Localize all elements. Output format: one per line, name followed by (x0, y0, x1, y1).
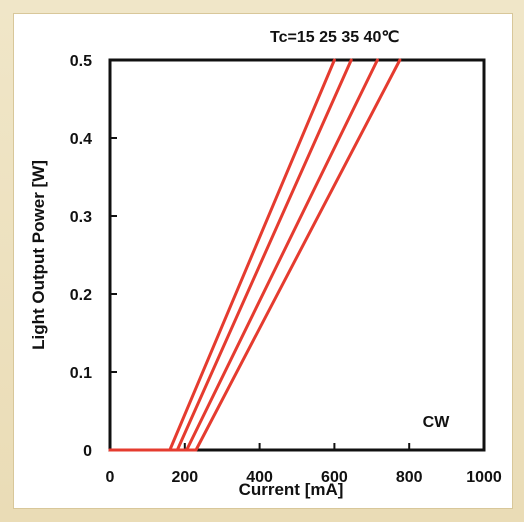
y-tick-label: 0.2 (70, 287, 92, 304)
plot-border (108, 58, 486, 452)
chart-panel: 0 200 400 600 800 1000 0 0.1 0.2 0.3 0.4 0.5 Tc=15 2… (14, 14, 512, 508)
y-tick-label: 0.3 (70, 209, 92, 226)
y-tick-label: 0.4 (70, 131, 92, 148)
y-tick-label: 0 (83, 443, 92, 460)
series-line-15 (108, 58, 336, 452)
x-tick-label: 400 (246, 469, 273, 486)
x-tick-label: 0 (106, 469, 115, 486)
cw-annotation: CW (423, 414, 451, 431)
series-line-25 (108, 58, 353, 452)
y-axis-label: Light Output Power [W] (29, 160, 48, 350)
series-line-35 (108, 58, 379, 452)
x-axis-label: Current [mA] (239, 480, 344, 499)
y-tick-label: 0.5 (70, 53, 92, 70)
x-tick-label: 200 (171, 469, 198, 486)
x-tick-label: 1000 (466, 469, 502, 486)
x-tick-label: 600 (321, 469, 348, 486)
y-tick-label: 0.1 (70, 365, 92, 382)
legend-label: Tc=15 25 35 40℃ (270, 29, 399, 46)
chart-svg: 0 200 400 600 800 1000 0 0.1 0.2 0.3 0.4 0.5 Tc=15 2… (29, 29, 502, 499)
x-tick-label: 800 (396, 469, 423, 486)
series-line-40 (108, 58, 402, 452)
